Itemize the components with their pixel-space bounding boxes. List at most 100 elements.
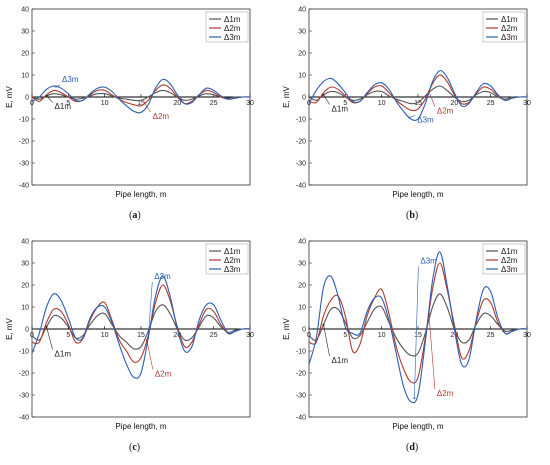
x-axis-label: Pipe length, m [115, 190, 166, 199]
annotation-arrowhead [322, 93, 325, 96]
annotation-label-d2: Δ2m [153, 112, 170, 121]
chart-panel-c: -40 -30 -20 -10 0 10 20 30 40 0 5 10 15 20 25 30 Pipe le… [5, 239, 254, 454]
x-tick-label: 30 [523, 100, 531, 107]
y-tick-label: 20 [298, 283, 306, 290]
y-tick-label: -40 [19, 415, 29, 422]
y-tick-label: -40 [296, 415, 306, 422]
caption-letter: c [132, 442, 137, 453]
annotation-arrow [46, 326, 53, 350]
y-tick-label: -30 [296, 161, 306, 168]
x-tick-label: 10 [101, 100, 109, 107]
x-tick-label: 15 [137, 332, 145, 339]
annotation-arrowhead [143, 102, 146, 105]
caption-paren-open: ( [129, 442, 133, 453]
y-tick-label: 10 [21, 73, 29, 80]
legend-label-d1: Δ1m [501, 15, 518, 24]
chart-panel-a: -40 -30 -20 -10 0 10 20 30 40 0 5 10 15 20 25 30 Pipe le… [5, 7, 254, 222]
y-tick-label: 40 [298, 239, 306, 246]
y-tick-label: 40 [21, 7, 29, 14]
y-tick-label: 30 [21, 29, 29, 36]
y-tick-label: -30 [19, 161, 29, 168]
legend-label-d2: Δ2m [501, 24, 518, 33]
y-tick-label: 20 [298, 51, 306, 58]
annotation-label-d1: Δ1m [55, 102, 72, 111]
x-tick-label: 20 [450, 100, 458, 107]
annotation-arrow [46, 95, 53, 103]
x-tick-label: 20 [173, 332, 181, 339]
x-axis-label: Pipe length, m [392, 422, 443, 431]
y-tick-label: 0 [25, 95, 29, 102]
annotation-arrow [147, 281, 153, 338]
annotation-label-d1: Δ1m [55, 350, 72, 359]
x-tick-label: 30 [523, 332, 531, 339]
annotation-arrow [409, 115, 416, 118]
panel-caption: (d) [406, 442, 418, 453]
series-line-d3 [308, 251, 528, 404]
y-tick-label: 0 [302, 327, 306, 334]
caption-letter: a [132, 210, 137, 221]
caption-paren-open: ( [406, 442, 410, 453]
annotation-label-d3: Δ3m [417, 115, 434, 124]
series-line-d1 [308, 85, 527, 105]
y-tick-label: -10 [19, 349, 29, 356]
x-tick-label: 15 [414, 100, 422, 107]
x-tick-label: 5 [343, 100, 347, 107]
legend-label-d3: Δ3m [501, 265, 518, 274]
y-tick-label: -20 [296, 371, 306, 378]
annotation-arrowhead [322, 323, 325, 326]
legend-label-d2: Δ2m [501, 256, 518, 265]
y-tick-label: 0 [25, 327, 29, 334]
y-tick-label: -20 [19, 139, 29, 146]
y-tick-label: -40 [19, 183, 29, 190]
annotation-arrow [146, 339, 154, 370]
series-line-d2 [308, 74, 528, 112]
x-tick-label: 15 [414, 332, 422, 339]
panel-caption: (a) [129, 210, 141, 221]
y-tick-label: 10 [298, 305, 306, 312]
y-tick-label: 20 [21, 51, 29, 58]
y-tick-label: 10 [21, 305, 29, 312]
legend-label-d3: Δ3m [224, 33, 241, 42]
annotation-arrowhead [145, 339, 148, 341]
series-line-d3 [31, 275, 251, 379]
y-tick-label: 0 [302, 95, 306, 102]
y-axis-label: E, mV [282, 85, 291, 107]
annotation-arrowhead [45, 325, 48, 328]
x-axis-label: Pipe length, m [392, 190, 443, 199]
caption-paren-close: ) [415, 210, 418, 221]
legend-label-d3: Δ3m [224, 265, 241, 274]
x-tick-label: 15 [137, 100, 145, 107]
y-tick-label: 30 [298, 261, 306, 268]
y-tick-label: -20 [296, 139, 306, 146]
panel-caption: (b) [406, 210, 418, 221]
x-tick-label: 25 [487, 332, 495, 339]
annotation-label-d3: Δ3m [154, 272, 171, 281]
y-axis-label: E, mV [5, 85, 14, 107]
x-tick-label: 0 [307, 332, 311, 339]
series-line-d2 [308, 262, 528, 384]
series-line-d3 [308, 69, 528, 122]
legend-label-d1: Δ1m [224, 15, 241, 24]
y-tick-label: 40 [298, 7, 306, 14]
series-line-d3 [31, 78, 251, 114]
caption-paren-close: ) [415, 442, 418, 453]
x-tick-label: 5 [343, 332, 347, 339]
x-tick-label: 30 [246, 332, 254, 339]
series-line-d1 [308, 293, 528, 357]
annotation-arrow [414, 266, 419, 399]
y-tick-label: -30 [19, 393, 29, 400]
caption-paren-open: ( [406, 210, 410, 221]
y-tick-label: -30 [296, 393, 306, 400]
annotation-arrowhead [54, 85, 57, 88]
caption-paren-open: ( [129, 210, 133, 221]
y-tick-label: 30 [298, 29, 306, 36]
annotation-arrowhead [413, 397, 416, 400]
y-tick-label: -40 [296, 183, 306, 190]
y-tick-label: -10 [296, 349, 306, 356]
annotation-arrow [323, 94, 330, 105]
annotation-arrowhead [45, 94, 48, 97]
annotation-arrowhead [408, 116, 411, 119]
legend-label-d1: Δ1m [501, 247, 518, 256]
annotation-label-d2: Δ2m [437, 389, 454, 398]
